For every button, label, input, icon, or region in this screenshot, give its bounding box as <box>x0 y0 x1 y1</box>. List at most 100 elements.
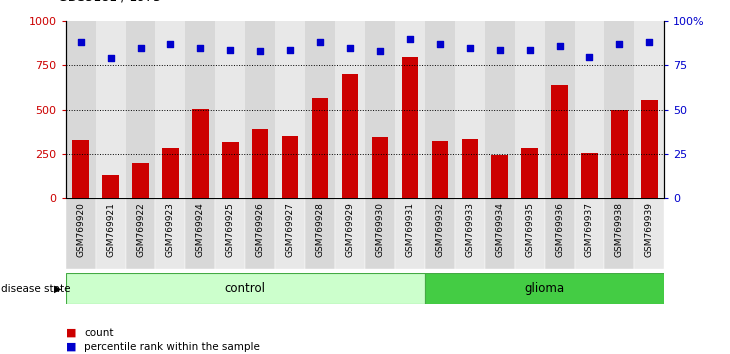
Bar <box>245 198 275 269</box>
Text: count: count <box>84 328 113 338</box>
Text: GSM769939: GSM769939 <box>645 202 654 257</box>
Bar <box>491 155 508 198</box>
Bar <box>126 21 155 198</box>
Bar <box>634 198 664 269</box>
Point <box>254 48 266 54</box>
Bar <box>575 198 604 269</box>
Bar <box>431 141 448 198</box>
Bar <box>395 198 425 269</box>
Bar <box>425 21 455 198</box>
Point <box>644 40 656 45</box>
Text: ■: ■ <box>66 342 76 352</box>
Point <box>105 56 117 61</box>
Text: GSM769938: GSM769938 <box>615 202 624 257</box>
Bar <box>275 198 305 269</box>
Bar <box>282 136 299 198</box>
Point <box>225 47 237 52</box>
Text: GSM769920: GSM769920 <box>76 202 85 257</box>
Bar <box>222 143 239 198</box>
Text: GSM769926: GSM769926 <box>255 202 265 257</box>
Bar <box>155 21 185 198</box>
Bar <box>192 109 209 198</box>
Text: ■: ■ <box>66 328 76 338</box>
Bar <box>66 198 96 269</box>
Bar <box>641 100 658 198</box>
Point <box>285 47 296 52</box>
Bar <box>611 110 628 198</box>
Bar <box>335 21 365 198</box>
Point <box>404 36 416 42</box>
Text: GSM769937: GSM769937 <box>585 202 594 257</box>
Bar <box>455 198 485 269</box>
Bar <box>72 140 89 198</box>
Bar <box>305 21 335 198</box>
Bar <box>521 148 538 198</box>
Point <box>613 41 625 47</box>
Bar <box>372 137 388 198</box>
Text: GSM769933: GSM769933 <box>465 202 474 257</box>
Text: GSM769923: GSM769923 <box>166 202 175 257</box>
Point <box>584 54 596 59</box>
Text: percentile rank within the sample: percentile rank within the sample <box>84 342 260 352</box>
Bar <box>604 198 634 269</box>
Text: GSM769924: GSM769924 <box>196 202 205 257</box>
Bar <box>515 198 545 269</box>
Bar <box>515 21 545 198</box>
Text: disease state: disease state <box>1 284 70 293</box>
Bar <box>215 198 245 269</box>
Text: GSM769935: GSM769935 <box>525 202 534 257</box>
Bar <box>634 21 664 198</box>
Text: glioma: glioma <box>525 282 564 295</box>
Point <box>464 45 476 51</box>
Bar <box>342 74 358 198</box>
Bar <box>185 198 215 269</box>
Text: GSM769928: GSM769928 <box>315 202 325 257</box>
Bar <box>96 21 126 198</box>
Bar <box>126 198 155 269</box>
Bar <box>545 21 575 198</box>
Bar <box>102 175 119 198</box>
Bar <box>455 21 485 198</box>
Bar <box>604 21 634 198</box>
Point <box>524 47 536 52</box>
Bar <box>252 129 269 198</box>
Text: GSM769932: GSM769932 <box>435 202 445 257</box>
Bar <box>245 21 275 198</box>
Bar <box>581 153 598 198</box>
Text: GSM769934: GSM769934 <box>495 202 504 257</box>
Bar <box>305 198 335 269</box>
Bar <box>402 57 418 198</box>
Text: GSM769925: GSM769925 <box>226 202 235 257</box>
Bar <box>365 198 395 269</box>
Bar <box>575 21 604 198</box>
Bar <box>215 21 245 198</box>
Bar <box>365 21 395 198</box>
Point <box>434 41 445 47</box>
Bar <box>185 21 215 198</box>
Bar <box>545 198 575 269</box>
Text: GSM769922: GSM769922 <box>136 202 145 257</box>
Point <box>75 40 87 45</box>
Text: ▶: ▶ <box>54 284 61 293</box>
Bar <box>66 21 96 198</box>
Point <box>314 40 326 45</box>
Bar <box>96 198 126 269</box>
Bar <box>335 198 365 269</box>
Point <box>345 45 356 51</box>
Bar <box>155 198 185 269</box>
Text: GSM769930: GSM769930 <box>375 202 385 257</box>
Point <box>374 48 386 54</box>
Point <box>494 47 506 52</box>
Text: GSM769929: GSM769929 <box>345 202 355 257</box>
Bar <box>425 198 455 269</box>
Bar <box>162 148 179 198</box>
Text: GSM769931: GSM769931 <box>405 202 415 257</box>
Bar <box>312 98 328 198</box>
Bar <box>461 139 478 198</box>
Bar <box>485 21 515 198</box>
Bar <box>551 85 568 198</box>
Bar <box>132 163 149 198</box>
Point <box>134 45 146 51</box>
Text: GDS5181 / 1973: GDS5181 / 1973 <box>58 0 161 4</box>
Bar <box>395 21 425 198</box>
